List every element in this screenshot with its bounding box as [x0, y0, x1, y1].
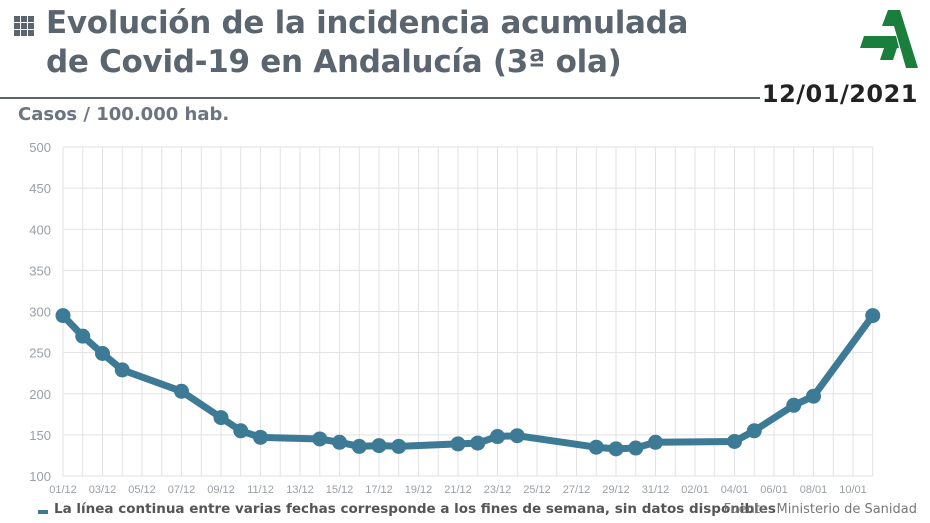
data-point [470, 435, 486, 451]
legend-line-marker [38, 510, 48, 514]
title-divider [0, 97, 760, 99]
x-tick-label: 02/01 [681, 484, 709, 496]
data-point [332, 434, 347, 450]
y-tick-label: 400 [29, 222, 51, 237]
title-line-2: de Covid-19 en Andalucía (3ª ola) [46, 44, 622, 80]
data-point [746, 423, 762, 439]
data-point [628, 440, 644, 456]
title-line-1: Evolución de la incidencia acumulada [46, 5, 689, 41]
x-tick-label: 06/01 [760, 484, 788, 496]
report-date: 12/01/2021 [761, 80, 918, 108]
data-point [608, 441, 624, 457]
point-layer [55, 308, 881, 457]
incidence-line-chart: 100 150 200 250 300 350 400 450 500 01/12 03/12 05/… [29, 140, 881, 496]
line-layer [59, 312, 877, 453]
x-tick-label: 15/12 [326, 484, 354, 496]
x-tick-label: 21/12 [444, 484, 472, 496]
data-point [588, 439, 604, 455]
x-tick-label: 10/01 [839, 484, 867, 496]
data-point [312, 431, 328, 447]
x-tick-label: 08/01 [800, 484, 828, 496]
y-axis-unit-label: Casos / 100.000 hab. [18, 104, 230, 125]
series-line [59, 312, 877, 453]
data-point [95, 345, 110, 361]
data-point [727, 433, 742, 449]
data-point [806, 388, 821, 404]
y-tick-label: 300 [29, 305, 51, 320]
x-tick-label: 13/12 [286, 484, 314, 496]
x-tick-label: 07/12 [168, 484, 196, 496]
data-point [55, 308, 71, 324]
data-point [174, 383, 189, 399]
data-point [509, 428, 525, 444]
data-point [351, 438, 367, 454]
data-point [865, 308, 881, 324]
data-point [75, 328, 91, 344]
y-tick-label: 350 [29, 263, 51, 278]
y-tick-label: 250 [29, 346, 51, 361]
data-point [114, 362, 130, 378]
x-tick-label: 23/12 [484, 484, 512, 496]
y-tick-label: 500 [29, 140, 51, 155]
x-tick-label: 11/12 [247, 484, 274, 496]
data-point [391, 438, 407, 454]
data-point [786, 397, 802, 413]
y-tick-label: 150 [29, 428, 51, 443]
data-point [371, 438, 387, 454]
x-tick-label: 25/12 [523, 484, 551, 496]
data-point [648, 434, 663, 450]
data-point [450, 436, 466, 452]
y-tick-label: 200 [29, 387, 51, 402]
data-point [233, 423, 249, 439]
x-tick-label: 09/12 [207, 484, 235, 496]
x-tick-label: 31/12 [642, 484, 670, 496]
footnote: La línea continua entre varias fechas co… [54, 501, 776, 517]
x-tick-label: 19/12 [405, 484, 433, 496]
x-tick-label: 17/12 [365, 484, 393, 496]
grid-icon [14, 16, 34, 36]
page-title: Evolución de la incidencia acumulada de … [46, 4, 688, 82]
data-point [490, 429, 505, 445]
y-tick-label: 100 [29, 469, 51, 484]
x-tick-label: 27/12 [563, 484, 591, 496]
x-tick-label: 04/01 [721, 484, 749, 496]
y-tick-label: 450 [29, 181, 51, 196]
data-point [253, 429, 268, 445]
x-tick-label: 05/12 [128, 484, 156, 496]
axis-layer: 100 150 200 250 300 350 400 450 500 01/12 03/12 05/… [29, 140, 866, 496]
x-tick-label: 03/12 [89, 484, 117, 496]
junta-andalucia-logo-icon [860, 10, 918, 68]
x-tick-label: 01/12 [49, 484, 77, 496]
source-credit: Fuente: Ministerio de Sanidad [723, 502, 917, 517]
x-tick-label: 29/12 [602, 484, 630, 496]
data-point [213, 410, 229, 426]
